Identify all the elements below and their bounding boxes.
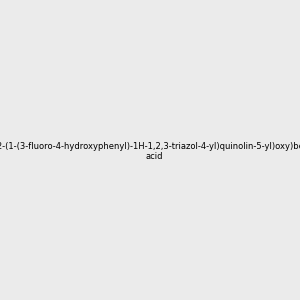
Text: 3-((2-(1-(3-fluoro-4-hydroxyphenyl)-1H-1,2,3-triazol-4-yl)quinolin-5-yl)oxy)benz: 3-((2-(1-(3-fluoro-4-hydroxyphenyl)-1H-1… [0, 142, 300, 161]
